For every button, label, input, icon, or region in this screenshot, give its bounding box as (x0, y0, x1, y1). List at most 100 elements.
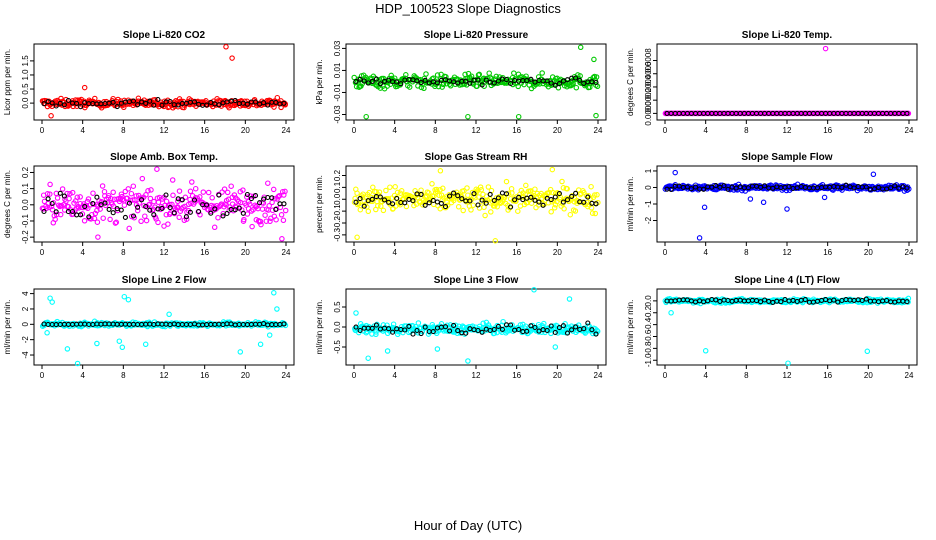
reference-point (410, 331, 416, 337)
outlier-point (229, 55, 235, 61)
y-tick-label: 0.5 (333, 301, 342, 313)
data-point (176, 188, 183, 194)
data-point (182, 194, 189, 201)
data-point (418, 84, 425, 91)
reference-point (159, 102, 165, 108)
data-point (66, 195, 72, 202)
reference-point (130, 98, 137, 104)
data-point (593, 74, 600, 80)
data-point (244, 211, 251, 217)
data-point (54, 195, 61, 201)
reference-point (593, 79, 599, 86)
data-point (100, 215, 106, 221)
reference-point (717, 184, 723, 190)
data-point (383, 187, 389, 194)
reference-point (483, 200, 489, 206)
y-tick-label: -0.8 (644, 341, 653, 355)
reference-point (118, 207, 124, 213)
outlier-point (784, 206, 790, 212)
data-point (199, 99, 206, 105)
reference-point (581, 199, 587, 205)
reference-point (244, 101, 250, 107)
outlier-point (822, 45, 829, 52)
data-point (366, 189, 373, 196)
reference-point (564, 330, 571, 336)
reference-point (377, 194, 383, 200)
x-tick-label: 20 (241, 126, 250, 135)
x-tick-label: 8 (433, 248, 438, 257)
reference-point (236, 205, 242, 211)
data-point (455, 204, 462, 210)
data-point (240, 187, 246, 193)
reference-point (90, 201, 96, 207)
data-point (387, 184, 393, 190)
data-point (278, 212, 285, 218)
reference-point (713, 297, 719, 303)
data-point (74, 194, 81, 201)
y-axis-label: ml/min per min. (626, 177, 635, 232)
reference-point (126, 200, 132, 206)
x-tick-label: 0 (40, 126, 45, 135)
reference-point (183, 214, 189, 220)
x-tick-label: 20 (553, 248, 562, 257)
panel-title: Slope Amb. Box Temp. (110, 152, 218, 163)
data-point (436, 192, 442, 199)
data-point (509, 190, 515, 196)
data-point (266, 203, 272, 209)
reference-point (353, 78, 359, 85)
data-point (464, 185, 470, 191)
data-point (187, 188, 194, 195)
reference-point (143, 203, 149, 210)
y-tick-label: 0.2 (21, 166, 30, 178)
reference-point (467, 80, 473, 86)
data-point (426, 190, 432, 196)
reference-point (41, 208, 47, 215)
reference-point (536, 199, 542, 205)
reference-point (512, 197, 518, 203)
x-tick-label: 20 (553, 371, 562, 380)
reference-point (147, 207, 153, 213)
data-point (581, 189, 587, 196)
y-tick-label: 0.2 (333, 169, 342, 181)
reference-point (875, 184, 882, 190)
outlier-point (116, 338, 123, 344)
data-point (155, 219, 161, 226)
data-point (265, 180, 271, 186)
reference-point (447, 328, 453, 334)
reference-point (499, 190, 505, 196)
reference-point (357, 196, 363, 202)
x-tick-label: 24 (282, 371, 291, 380)
data-point (52, 216, 58, 223)
x-tick-label: 4 (80, 126, 85, 135)
data-point (441, 195, 447, 201)
x-tick-label: 0 (352, 126, 357, 135)
data-point (110, 203, 117, 210)
outlier-point (821, 194, 828, 201)
outlier-point (668, 310, 674, 316)
data-point (130, 183, 137, 189)
reference-point (701, 186, 707, 192)
x-tick-label: 4 (80, 248, 85, 257)
reference-point (491, 197, 497, 203)
reference-point (904, 110, 910, 116)
reference-point (94, 194, 100, 200)
x-tick-label: 8 (744, 371, 749, 380)
reference-point (204, 102, 210, 108)
data-point (354, 190, 360, 196)
reference-point (45, 196, 51, 202)
data-point (197, 194, 203, 200)
data-point (99, 183, 106, 189)
data-point (174, 204, 181, 210)
data-point (244, 194, 250, 200)
x-tick-label: 20 (553, 126, 562, 135)
reference-point (212, 206, 218, 212)
data-point (418, 187, 424, 193)
x-tick-label: 8 (121, 371, 126, 380)
data-point (221, 186, 228, 192)
reference-point (831, 297, 837, 303)
panel-3: Slope Li-820 Temp.0 4 8 12 16 20 240.00000.000… (626, 30, 918, 135)
y-tick-label: -0.4 (644, 317, 653, 331)
reference-point (684, 184, 690, 190)
reference-point (65, 97, 71, 104)
